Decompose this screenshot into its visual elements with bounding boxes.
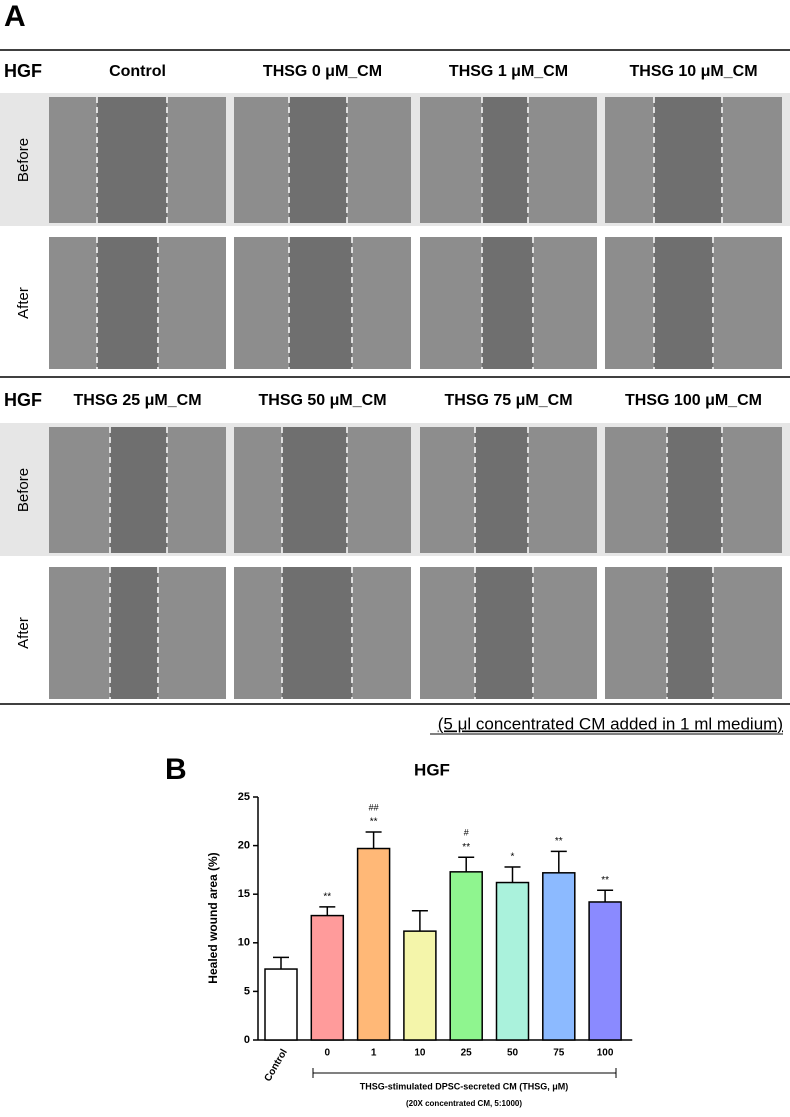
row-label: Before (15, 138, 32, 182)
column-header: THSG 50 μM_CM (258, 392, 386, 409)
column-header: Control (109, 63, 166, 80)
column-header: THSG 25 μM_CM (73, 392, 201, 409)
x-tick-label: Control (263, 1047, 290, 1083)
wound-gap (110, 567, 158, 699)
column-header: THSG 1 μM_CM (449, 63, 568, 80)
wound-gap (110, 427, 167, 553)
wound-gap (667, 427, 722, 553)
wound-gap (667, 567, 713, 699)
bar (356, 847, 391, 1041)
wound-gap (97, 237, 158, 369)
y-tick-label: 5 (244, 985, 250, 997)
column-header: THSG 10 μM_CM (629, 63, 757, 80)
column-header: THSG 100 μM_CM (625, 392, 762, 409)
y-tick-label: 25 (238, 791, 250, 803)
significance: ** (555, 836, 563, 847)
x-tick-label: 10 (414, 1048, 426, 1059)
y-tick-label: 15 (238, 888, 250, 900)
x-tick-label: 0 (325, 1048, 331, 1059)
x-tick-label: 25 (461, 1048, 473, 1059)
column-header: THSG 0 μM_CM (263, 63, 382, 80)
bar (542, 872, 576, 1041)
significance: ## (369, 802, 379, 812)
bracket (312, 1068, 617, 1078)
row-label: After (15, 617, 32, 649)
significance: # (464, 828, 469, 838)
y-tick-label: 0 (244, 1034, 250, 1046)
wound-gap (289, 97, 347, 223)
wound-gap (289, 237, 352, 369)
y-tick-label: 10 (238, 937, 250, 949)
x-tick-label: 75 (553, 1048, 565, 1059)
bar (403, 930, 437, 1041)
significance: ** (601, 875, 609, 886)
bar (588, 901, 622, 1041)
significance: ** (323, 891, 331, 902)
x-group-sublabel: (20X concentrated CM, 5:1000) (406, 1099, 522, 1108)
bar (495, 881, 530, 1041)
row-label: After (15, 287, 32, 319)
significance: * (511, 852, 515, 863)
x-tick-label: 1 (371, 1048, 377, 1059)
wound-gap (282, 567, 352, 699)
significance: ** (462, 842, 470, 853)
wound-gap (482, 237, 533, 369)
group-label: HGF (4, 390, 42, 410)
wound-gap (97, 97, 167, 223)
wound-gap (654, 237, 713, 369)
bar (310, 914, 345, 1041)
x-group-label: THSG-stimulated DPSC-secreted CM (THSG, … (360, 1081, 569, 1091)
column-header: THSG 75 μM_CM (444, 392, 572, 409)
x-tick-label: 100 (597, 1048, 614, 1059)
wound-gap (282, 427, 347, 553)
group-label: HGF (4, 61, 42, 81)
y-tick-label: 20 (238, 840, 250, 852)
panel-label: A (4, 0, 26, 33)
chart-title: HGF (414, 760, 450, 779)
row-label: Before (15, 468, 32, 512)
bar (449, 871, 483, 1041)
wound-gap (654, 97, 722, 223)
significance: ** (370, 817, 378, 828)
y-axis-label: Healed wound area (%) (206, 852, 220, 983)
x-tick-label: 50 (507, 1048, 519, 1059)
wound-gap (482, 97, 528, 223)
note: (5 μl concentrated CM added in 1 ml medi… (438, 714, 783, 733)
wound-gap (475, 567, 533, 699)
panel-label: B (165, 753, 187, 786)
wound-gap (475, 427, 528, 553)
bar (264, 968, 298, 1041)
